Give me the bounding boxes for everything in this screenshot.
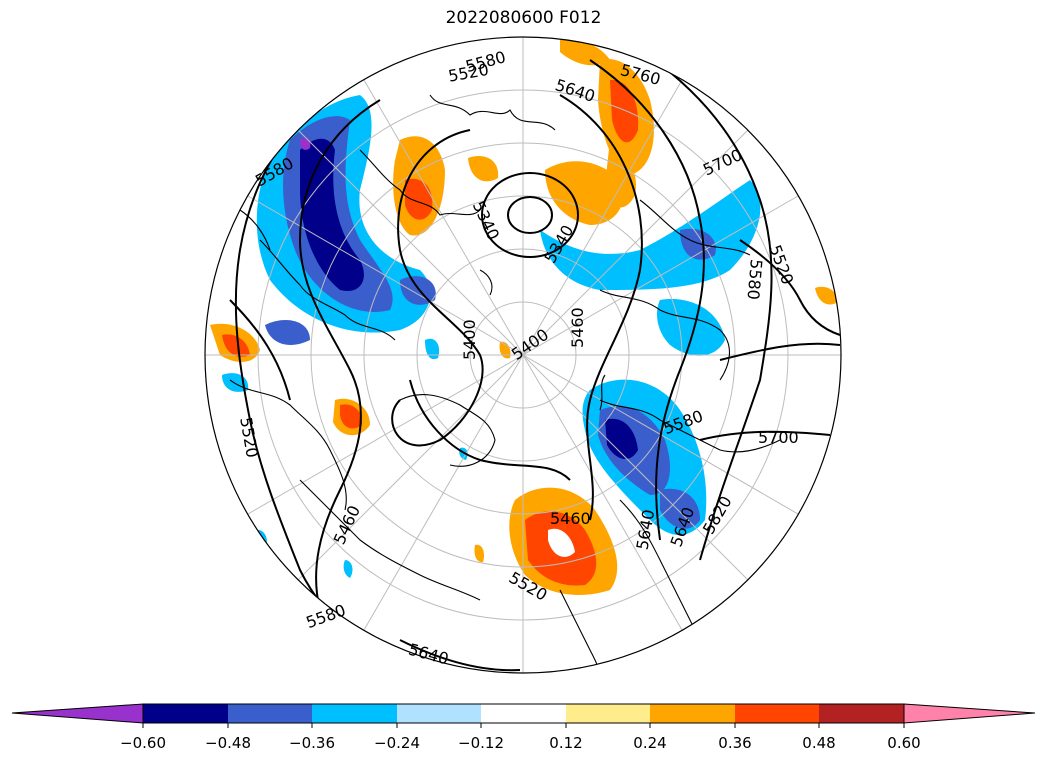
colorbar-tick-label: −0.12 [458, 734, 504, 752]
colorbar-segment [312, 704, 397, 723]
contour-label: 5580 [303, 600, 348, 632]
contour-label: 5460 [568, 307, 587, 348]
colorbar-segment [735, 704, 819, 723]
anomaly-negative-region [680, 228, 716, 260]
anomaly-extreme-region [300, 137, 311, 150]
anomaly-positive-region [610, 79, 639, 143]
anomaly-negative-region [300, 138, 364, 291]
anomaly-negative-region [540, 180, 761, 290]
anomaly-negative-region [343, 560, 353, 578]
anomaly-positive-region [605, 140, 636, 208]
contour-label: 5400 [460, 319, 479, 360]
colorbar-ticks [142, 723, 905, 728]
anomaly-negative-region [657, 299, 725, 356]
colorbar-extend-high [903, 703, 1036, 724]
colorbar-tick-label: 0.48 [802, 734, 835, 752]
anomaly-negative-region [425, 338, 440, 360]
colorbar-tick-label: 0.60 [887, 734, 920, 752]
colorbar-tick-label: −0.36 [289, 734, 335, 752]
map-title: 2022080600 F012 [445, 8, 602, 28]
anomaly-positive-region [560, 39, 610, 66]
anomaly-positive-region [545, 161, 624, 225]
colorbar-extend-low [11, 703, 144, 724]
contour-label: 5700 [758, 428, 799, 447]
colorbar-segment [397, 704, 481, 723]
anomaly-positive-region [468, 156, 499, 182]
colorbar: −0.60 −0.48 −0.36 −0.24 −0.12 0.12 0.24 … [11, 703, 1036, 752]
colorbar-segment [566, 704, 650, 723]
anomaly-negative-region [265, 320, 310, 345]
anomaly-fills [210, 39, 838, 595]
anomaly-positive-region [222, 334, 250, 357]
map-boundary [204, 36, 842, 674]
colorbar-tick-label: −0.24 [374, 734, 420, 752]
contour-label: 5580 [743, 258, 765, 300]
colorbar-tick-label: −0.48 [205, 734, 251, 752]
anomaly-positive-region [548, 528, 575, 557]
colorbar-tick-label: 0.12 [549, 734, 582, 752]
colorbar-segment [143, 704, 228, 723]
colorbar-tick-label: 0.36 [718, 734, 751, 752]
contour-label: 5460 [550, 509, 591, 528]
anomaly-positive-region [474, 544, 485, 563]
anomaly-positive-region [405, 178, 433, 220]
anomaly-negative-region [605, 418, 638, 460]
colorbar-tick-label: 0.24 [633, 734, 666, 752]
colorbar-tick-label: −0.60 [120, 734, 166, 752]
graticule [205, 37, 841, 673]
map-content [205, 37, 841, 673]
anomaly-negative-region [660, 488, 700, 529]
colorbar-segment [650, 704, 735, 723]
anomaly-positive-region [815, 286, 838, 305]
colorbar-segment [228, 704, 312, 723]
anomaly-positive-region [340, 404, 363, 429]
colorbar-segment [819, 704, 904, 723]
colorbar-segment [481, 704, 566, 723]
contour-labels: 5580 5520 5760 5640 5700 5580 5340 5340 … [236, 47, 799, 668]
